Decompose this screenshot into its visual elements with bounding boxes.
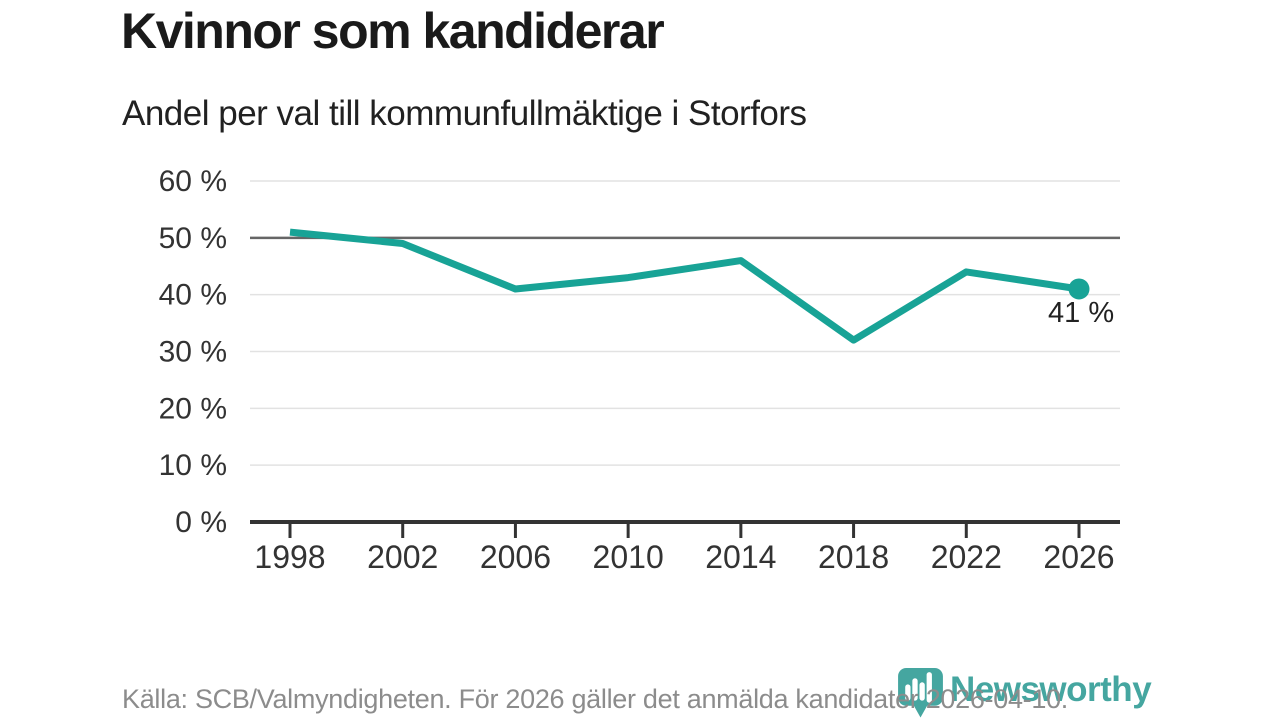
y-tick-label: 30 %	[159, 336, 227, 369]
line-chart: 41 % 1998 2002 2006 2010 2014 2018 2022 2026 0 % 1…	[159, 165, 1120, 575]
y-tick-label: 40 %	[159, 279, 227, 312]
newsworthy-wordmark: Newsworthy	[950, 670, 1152, 709]
chart-title: Kvinnor som kandiderar	[121, 3, 665, 59]
newsworthy-logo: Newsworthy	[897, 667, 1152, 720]
y-tick-label: 50 %	[159, 222, 227, 255]
source-note: Källa: SCB/Valmyndigheten. För 2026 gäll…	[122, 684, 1069, 714]
x-tick-label: 2002	[367, 539, 438, 575]
y-tick-label: 60 %	[159, 165, 227, 198]
x-tick-label: 2022	[931, 539, 1002, 575]
end-point-marker	[1068, 278, 1090, 300]
y-tick-label: 0 %	[175, 506, 227, 539]
x-tick-label: 1998	[254, 539, 325, 575]
x-tick-label: 2010	[593, 539, 664, 575]
x-tick-label: 2018	[818, 539, 889, 575]
x-tick-label: 2014	[705, 539, 776, 575]
data-line	[289, 228, 1080, 344]
chart-subtitle: Andel per val till kommunfullmäktige i S…	[122, 94, 807, 133]
y-tick-label: 20 %	[159, 392, 227, 425]
y-tick-label: 10 %	[159, 449, 227, 482]
newsworthy-bubble-chart-icon	[898, 668, 943, 718]
end-point-label: 41 %	[1048, 297, 1114, 329]
x-tick-label: 2026	[1043, 539, 1114, 575]
x-tick-label: 2006	[480, 539, 551, 575]
